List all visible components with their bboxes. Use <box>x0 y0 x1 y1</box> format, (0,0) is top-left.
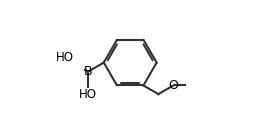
Text: HO: HO <box>79 88 97 101</box>
Text: B: B <box>84 65 92 78</box>
Text: HO: HO <box>56 51 74 64</box>
Text: O: O <box>168 79 178 92</box>
